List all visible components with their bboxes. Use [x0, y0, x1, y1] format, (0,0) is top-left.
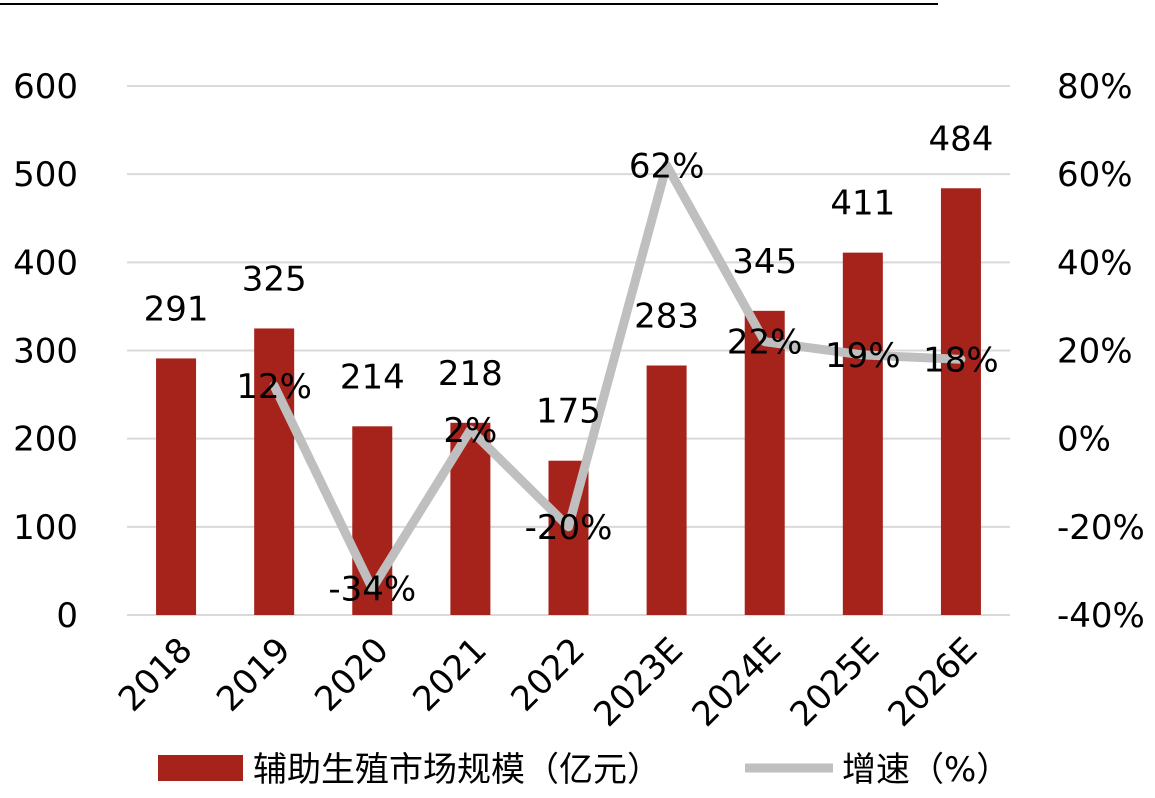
- y-right-tick-label: 0%: [1057, 420, 1111, 460]
- bar-data-label: 411: [830, 184, 895, 224]
- line-data-label: -34%: [328, 570, 416, 610]
- line-data-label: 12%: [236, 367, 312, 407]
- legend-label-line: 增速（%）: [842, 750, 1010, 790]
- bar: [940, 188, 981, 616]
- y-right-tick-label: 40%: [1057, 243, 1133, 283]
- bar-data-label: 283: [634, 296, 699, 336]
- y-axis-left: 0 100 200 300 400 500 600: [13, 67, 78, 636]
- x-tick-label: 2024E: [684, 630, 789, 735]
- y-left-tick-label: 200: [13, 420, 78, 460]
- y-axis-right: -40% -20% 0% 20% 40% 60% 80%: [1057, 67, 1145, 636]
- y-left-tick-label: 400: [13, 243, 78, 283]
- line-data-label: 18%: [923, 340, 999, 380]
- line-data-labels: 12% -34% 2% -20% 62% 22% 19% 18%: [236, 146, 998, 609]
- bar: [744, 310, 785, 615]
- y-right-tick-label: -20%: [1057, 508, 1145, 548]
- y-left-tick-label: 300: [13, 332, 78, 372]
- line-data-label: 2%: [443, 411, 497, 451]
- y-left-tick-label: 0: [56, 596, 78, 636]
- x-tick-label: 2023E: [586, 630, 691, 735]
- bar-data-label: 175: [536, 392, 601, 432]
- y-left-tick-label: 500: [13, 155, 78, 195]
- bar: [646, 365, 687, 615]
- legend-label-bar: 辅助生殖市场规模（亿元）: [253, 750, 661, 790]
- bar-data-label: 214: [340, 357, 405, 397]
- y-right-tick-label: 80%: [1057, 67, 1133, 107]
- bar-data-label: 325: [242, 259, 307, 299]
- y-right-tick-label: 60%: [1057, 155, 1133, 195]
- x-tick-label: 2019: [209, 630, 298, 719]
- line-data-label: -20%: [525, 508, 613, 548]
- y-right-tick-label: -40%: [1057, 596, 1145, 636]
- legend: 辅助生殖市场规模（亿元） 增速（%）: [158, 750, 1010, 790]
- line-series: [269, 160, 966, 594]
- bar-data-labels: 291 325 214 218 175 283 345 411 484: [144, 119, 994, 431]
- x-tick-label: 2022: [503, 630, 592, 719]
- bar-data-label: 218: [438, 354, 503, 394]
- bar: [842, 252, 883, 615]
- legend-swatch-bar: [158, 755, 243, 781]
- line-data-label: 22%: [727, 323, 803, 363]
- x-tick-label: 2026E: [881, 630, 986, 735]
- bar: [156, 358, 197, 615]
- x-tick-label: 2020: [307, 630, 396, 719]
- x-tick-label: 2018: [111, 630, 200, 719]
- growth-line: [269, 160, 966, 594]
- y-left-tick-label: 100: [13, 508, 78, 548]
- bar-series: [156, 188, 981, 616]
- x-tick-label: 2021: [405, 630, 494, 719]
- line-data-label: 19%: [825, 336, 901, 376]
- bar-data-label: 345: [732, 242, 797, 282]
- y-right-tick-label: 20%: [1057, 332, 1133, 372]
- y-left-tick-label: 600: [13, 67, 78, 107]
- bar-data-label: 484: [928, 119, 993, 159]
- bar-data-label: 291: [144, 289, 209, 329]
- x-tick-label: 2025E: [783, 630, 888, 735]
- bar: [254, 328, 295, 615]
- line-data-label: 62%: [629, 146, 705, 186]
